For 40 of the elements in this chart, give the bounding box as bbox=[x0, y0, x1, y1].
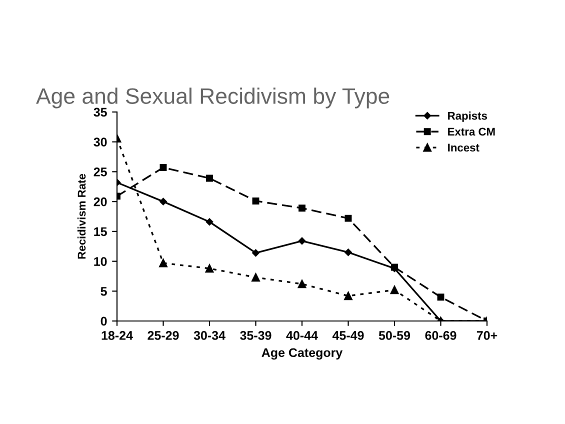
point bbox=[252, 249, 260, 257]
point bbox=[159, 258, 168, 268]
point bbox=[437, 294, 444, 301]
y-tick-label: 20 bbox=[94, 197, 107, 206]
point bbox=[205, 264, 214, 273]
legend-label: Incest bbox=[448, 144, 480, 152]
point bbox=[160, 164, 167, 172]
point bbox=[298, 280, 306, 288]
x-tick-label: 70+ bbox=[476, 331, 498, 340]
point bbox=[252, 273, 260, 282]
legend-label: Extra CM bbox=[448, 128, 495, 136]
x-tick-label: 35-39 bbox=[240, 331, 272, 340]
point bbox=[344, 248, 352, 256]
point bbox=[252, 198, 260, 204]
point bbox=[298, 237, 306, 245]
x-tick-label: 60-69 bbox=[425, 331, 456, 340]
y-tick-label: 10 bbox=[94, 257, 107, 266]
y-tick-label: 35 bbox=[94, 108, 107, 117]
y-tick-label: 25 bbox=[94, 168, 107, 176]
chart-title: Age and Sexual Recidivism by Type bbox=[36, 88, 390, 108]
point bbox=[390, 286, 399, 294]
y-tick-label: 30 bbox=[94, 138, 107, 147]
x-tick-label: 40-44 bbox=[286, 331, 318, 340]
x-tick-label: 18-24 bbox=[102, 331, 133, 340]
legend-label: Rapists bbox=[448, 112, 488, 122]
x-tick-label: 30-34 bbox=[194, 331, 226, 340]
point bbox=[344, 292, 352, 300]
x-tick-label: 50-59 bbox=[378, 331, 410, 340]
x-axis-title: Age Category bbox=[262, 348, 343, 360]
point bbox=[298, 204, 306, 212]
point bbox=[206, 218, 214, 226]
x-tick-label: 45-49 bbox=[332, 331, 364, 340]
point bbox=[344, 214, 352, 222]
x-tick-label: 25-29 bbox=[148, 331, 179, 340]
y-tick-label: 0 bbox=[100, 316, 107, 326]
point bbox=[206, 174, 213, 182]
y-tick-label: 5 bbox=[100, 287, 107, 296]
point bbox=[160, 198, 167, 206]
y-axis-title: Recidivism Rate bbox=[77, 174, 86, 259]
y-tick-label: 15 bbox=[94, 227, 107, 236]
